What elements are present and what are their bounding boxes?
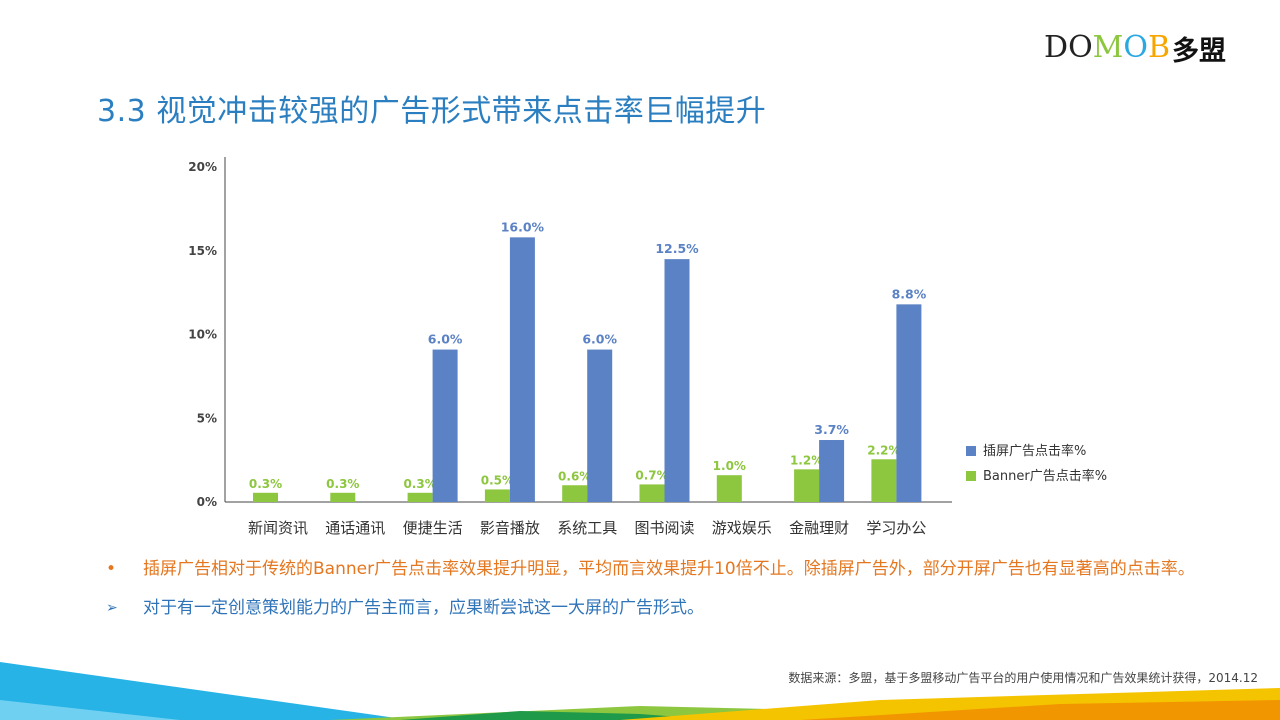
domob-logo: D O M O B 多盟	[1044, 30, 1227, 67]
y-tick-label: 5%	[197, 411, 217, 425]
y-tick-label: 20%	[188, 160, 217, 174]
bullet-text-2: 对于有一定创意策划能力的广告主而言，应果断尝试这一大屏的广告形式。	[143, 598, 704, 618]
y-tick-label: 10%	[188, 328, 217, 342]
banner-bar	[794, 469, 820, 502]
interstitial-bar-label: 8.8%	[892, 286, 927, 301]
banner-bar-label: 0.3%	[249, 477, 282, 491]
stripe-orange	[800, 700, 1280, 720]
banner-bar	[253, 492, 278, 502]
interstitial-bar-label: 6.0%	[582, 332, 617, 347]
interstitial-bar	[587, 349, 613, 502]
legend-label-interstitial: 插屏广告点击率%	[983, 443, 1086, 459]
bullet-dot-icon: •	[106, 559, 117, 579]
interstitial-bar-label: 6.0%	[428, 332, 463, 347]
logo-letter-o2: O	[1123, 30, 1148, 65]
logo-letter-b: B	[1148, 30, 1171, 65]
interstitial-bar	[432, 349, 458, 502]
banner-bar	[484, 489, 510, 502]
data-source-note: 数据来源：多盟，基于多盟移动广告平台的用户使用情况和广告效果统计获得，2014.…	[788, 671, 1258, 685]
logo-letter-d: D	[1044, 30, 1069, 65]
banner-bar	[562, 485, 588, 502]
banner-bar-label: 0.7%	[635, 468, 668, 482]
bullet-list: • 插屏广告相对于传统的Banner广告点击率效果提升明显，平均而言效果提升10…	[103, 556, 1233, 622]
interstitial-bar-label: 3.7%	[814, 422, 849, 437]
legend-swatch-interstitial	[966, 446, 976, 456]
banner-bar-label: 0.3%	[326, 477, 359, 491]
interstitial-bar	[819, 440, 845, 502]
interstitial-bar	[664, 259, 690, 502]
banner-bar	[639, 484, 665, 502]
stripe-darkgreen	[400, 711, 720, 720]
banner-bar	[871, 459, 897, 502]
x-category-label: 学习办公	[866, 519, 926, 537]
banner-bar-label: 1.2%	[790, 453, 823, 467]
x-category-label: 游戏娱乐	[712, 519, 772, 537]
stripe-blue	[0, 662, 410, 720]
slide-title: 3.3 视觉冲击较强的广告形式带来点击率巨幅提升	[97, 94, 767, 129]
y-tick-label: 0%	[197, 495, 217, 509]
banner-bar-label: 2.2%	[867, 443, 900, 457]
x-category-label: 系统工具	[557, 519, 617, 537]
bullet-item-2: ➢ 对于有一定创意策划能力的广告主而言，应果断尝试这一大屏的广告形式。	[103, 595, 1233, 622]
interstitial-bar-label: 16.0%	[501, 219, 545, 234]
x-category-label: 金融理财	[789, 519, 849, 537]
x-category-label: 通话通讯	[325, 519, 385, 537]
banner-bar-label: 0.3%	[403, 477, 436, 491]
logo-letter-m: M	[1092, 30, 1124, 65]
logo-letter-o1: O	[1068, 30, 1093, 65]
x-category-label: 便捷生活	[403, 519, 463, 537]
banner-bar-label: 0.5%	[481, 473, 514, 487]
x-category-label: 图书阅读	[634, 519, 694, 537]
interstitial-bar	[509, 237, 535, 502]
arrow-bullet-icon: ➢	[106, 600, 118, 616]
legend-label-banner: Banner广告点击率%	[983, 468, 1107, 484]
interstitial-bar	[896, 304, 922, 502]
legend-swatch-banner	[966, 471, 976, 481]
banner-bar	[716, 475, 742, 502]
y-tick-label: 15%	[188, 244, 217, 258]
banner-bar	[330, 492, 356, 502]
interstitial-bar-label: 12.5%	[655, 241, 699, 256]
banner-bar-label: 1.0%	[713, 459, 746, 473]
bullet-item-1: • 插屏广告相对于传统的Banner广告点击率效果提升明显，平均而言效果提升10…	[103, 556, 1233, 583]
x-category-label: 新闻资讯	[248, 519, 308, 537]
banner-bar	[407, 492, 433, 502]
x-category-label: 影音播放	[480, 519, 540, 537]
stripe-lightblue	[0, 700, 180, 720]
logo-chinese: 多盟	[1172, 35, 1227, 67]
banner-bar-label: 0.6%	[558, 469, 591, 483]
bullet-text-1: 插屏广告相对于传统的Banner广告点击率效果提升明显，平均而言效果提升10倍不…	[143, 559, 1195, 579]
